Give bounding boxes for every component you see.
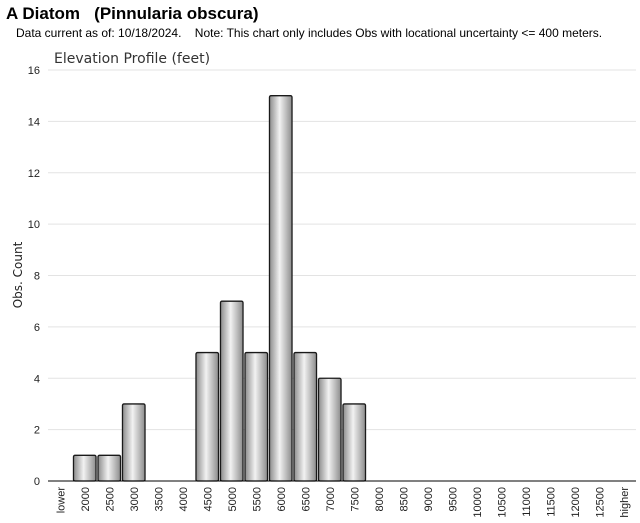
x-tick-label: 2000 xyxy=(80,487,92,511)
x-tick-label: 3000 xyxy=(129,487,141,511)
x-tick-label: 3500 xyxy=(153,487,165,511)
chart-subtitle: Data current as of: 10/18/2024. Note: Th… xyxy=(16,26,603,40)
x-tick-label: 10500 xyxy=(496,487,508,518)
bar-7500 xyxy=(342,403,367,482)
bar-2000 xyxy=(72,454,97,482)
x-tick-label: 4500 xyxy=(202,487,214,511)
bar-6500 xyxy=(293,351,318,482)
x-tick-label: 4000 xyxy=(178,487,190,511)
y-tick-label: 0 xyxy=(34,476,40,488)
x-tick-label: lower xyxy=(55,487,67,514)
bars xyxy=(72,95,367,482)
y-tick-label: 14 xyxy=(28,116,40,128)
x-tick-label: 11000 xyxy=(521,487,533,517)
bar-7000 xyxy=(317,377,342,482)
bar-2500 xyxy=(97,454,122,482)
y-axis-title: Obs. Count xyxy=(11,241,25,308)
x-tick-label: 8000 xyxy=(374,487,386,511)
y-tick-label: 10 xyxy=(28,219,40,231)
bar-4500 xyxy=(195,351,220,482)
y-tick-label: 4 xyxy=(34,373,40,385)
bar-5500 xyxy=(244,351,269,482)
x-tick-label: 6500 xyxy=(300,487,312,511)
x-tick-label: 12500 xyxy=(594,487,606,518)
bar-6000 xyxy=(268,95,293,482)
x-tick-label: 10000 xyxy=(472,487,484,518)
x-tick-label: 2500 xyxy=(104,487,116,511)
x-tick-label: 8500 xyxy=(398,487,410,511)
y-tick-label: 16 xyxy=(28,65,40,77)
y-tick-label: 12 xyxy=(28,168,40,180)
x-tick-label: 5000 xyxy=(227,487,239,511)
x-tick-label: 6000 xyxy=(276,487,288,511)
chart-title: A Diatom (Pinnularia obscura) xyxy=(6,4,259,23)
bar-5000 xyxy=(219,300,244,482)
x-tick-label: 7000 xyxy=(325,487,337,511)
x-tick-label: higher xyxy=(619,487,631,518)
y-tick-labels: 0 2 4 6 8 10 12 14 16 xyxy=(28,65,40,488)
y-tick-label: 6 xyxy=(34,322,40,334)
x-tick-label: 9000 xyxy=(423,487,435,511)
x-tick-label: 5500 xyxy=(251,487,263,511)
x-tick-labels: lower 2000 2500 3000 3500 4000 4500 5000 5500 600… xyxy=(55,487,631,518)
x-tick-label: 11500 xyxy=(545,487,557,517)
grid-lines xyxy=(48,69,636,431)
bar-3000 xyxy=(121,403,146,482)
x-tick-label: 7500 xyxy=(349,487,361,511)
y-tick-label: 2 xyxy=(34,425,40,437)
y-tick-label: 8 xyxy=(34,271,40,283)
x-tick-label: 9500 xyxy=(447,487,459,511)
plot-title: Elevation Profile (feet) xyxy=(54,51,210,67)
x-tick-label: 12000 xyxy=(570,487,582,518)
